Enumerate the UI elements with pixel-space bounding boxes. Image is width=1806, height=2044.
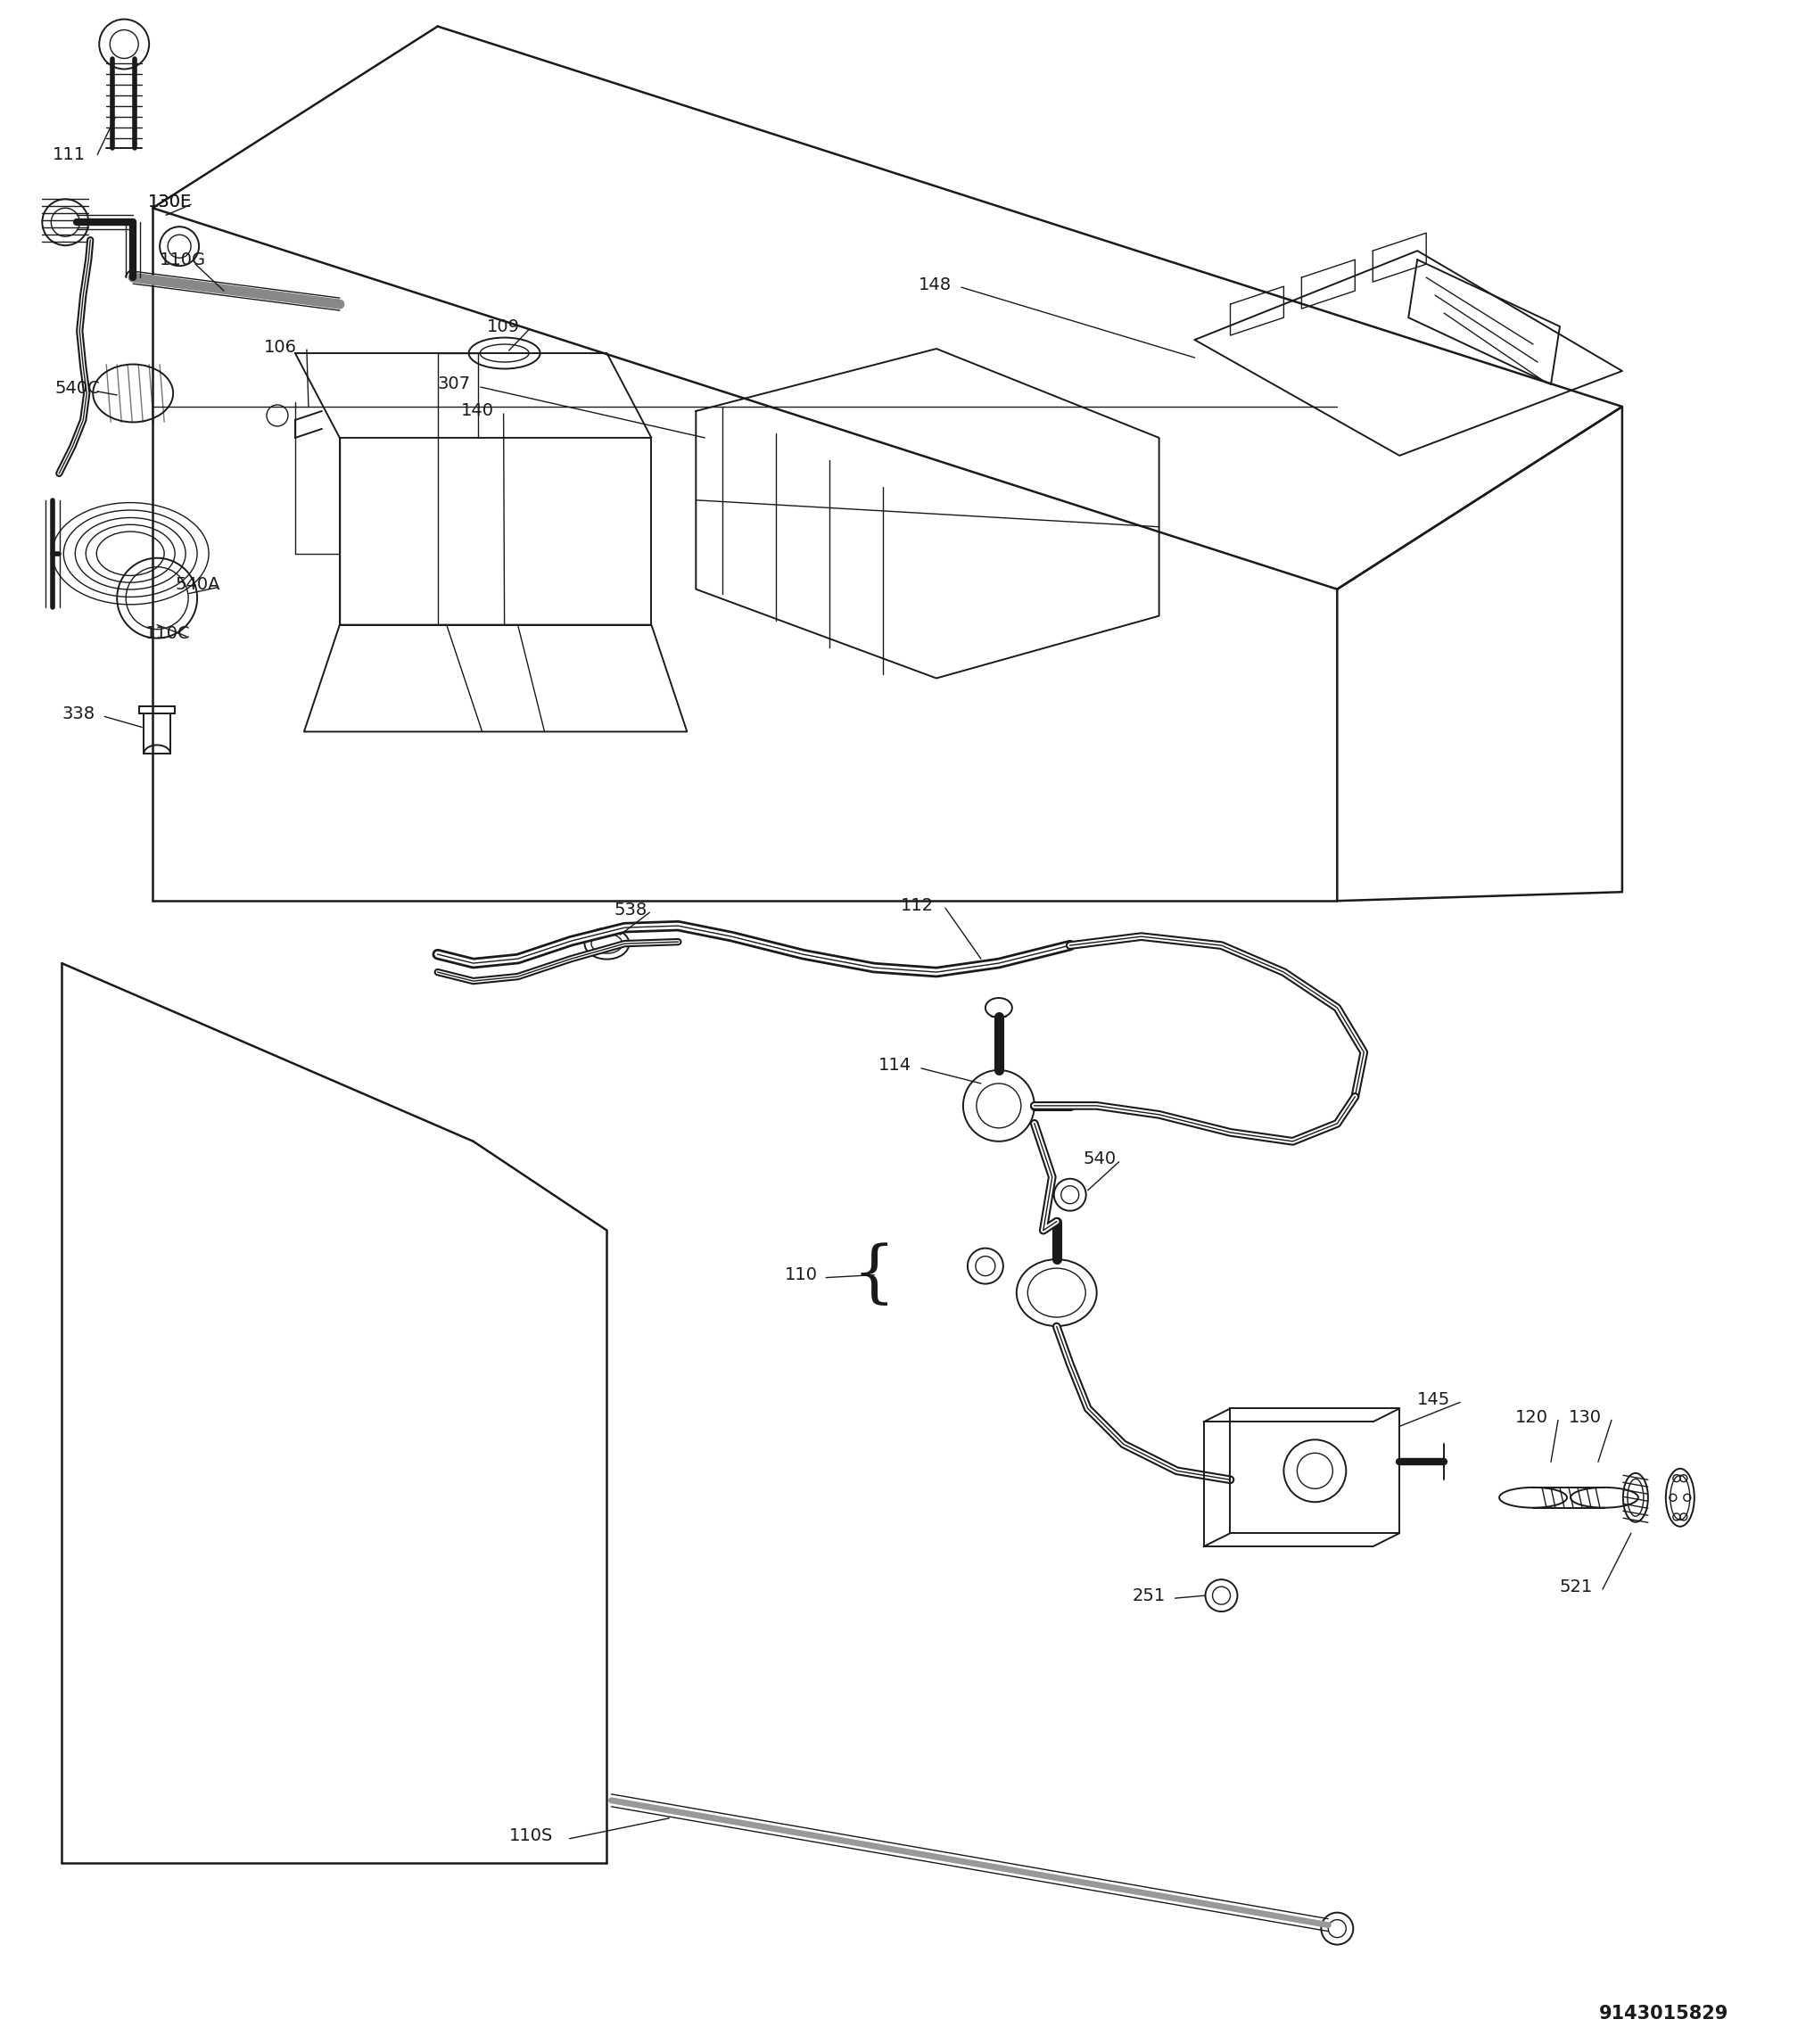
Text: 110C: 110C — [146, 625, 191, 642]
Text: 540A: 540A — [175, 576, 220, 593]
Text: 130: 130 — [1569, 1408, 1602, 1427]
Text: 130E: 130E — [148, 194, 191, 211]
Text: 9143015829: 9143015829 — [1600, 2005, 1728, 2024]
Text: 145: 145 — [1418, 1392, 1450, 1408]
Text: 106: 106 — [264, 339, 296, 356]
Text: 307: 307 — [437, 376, 471, 392]
Text: 110: 110 — [786, 1267, 818, 1284]
Text: 338: 338 — [61, 705, 96, 722]
Text: 140: 140 — [461, 403, 493, 419]
Text: 540C: 540C — [54, 380, 99, 397]
Text: 110S: 110S — [509, 1827, 553, 1844]
Text: 251: 251 — [1132, 1586, 1165, 1605]
Text: 148: 148 — [919, 276, 952, 292]
Text: 538: 538 — [614, 901, 647, 918]
Text: 109: 109 — [486, 319, 520, 335]
Text: 120: 120 — [1515, 1408, 1548, 1427]
Text: {: { — [852, 1243, 896, 1308]
Text: 111: 111 — [52, 145, 87, 164]
Text: 540: 540 — [1084, 1151, 1116, 1167]
Text: 130E: 130E — [148, 194, 191, 211]
Text: 112: 112 — [901, 897, 934, 914]
Text: 521: 521 — [1560, 1578, 1593, 1594]
Text: 110G: 110G — [159, 251, 206, 268]
Text: 114: 114 — [878, 1057, 912, 1073]
